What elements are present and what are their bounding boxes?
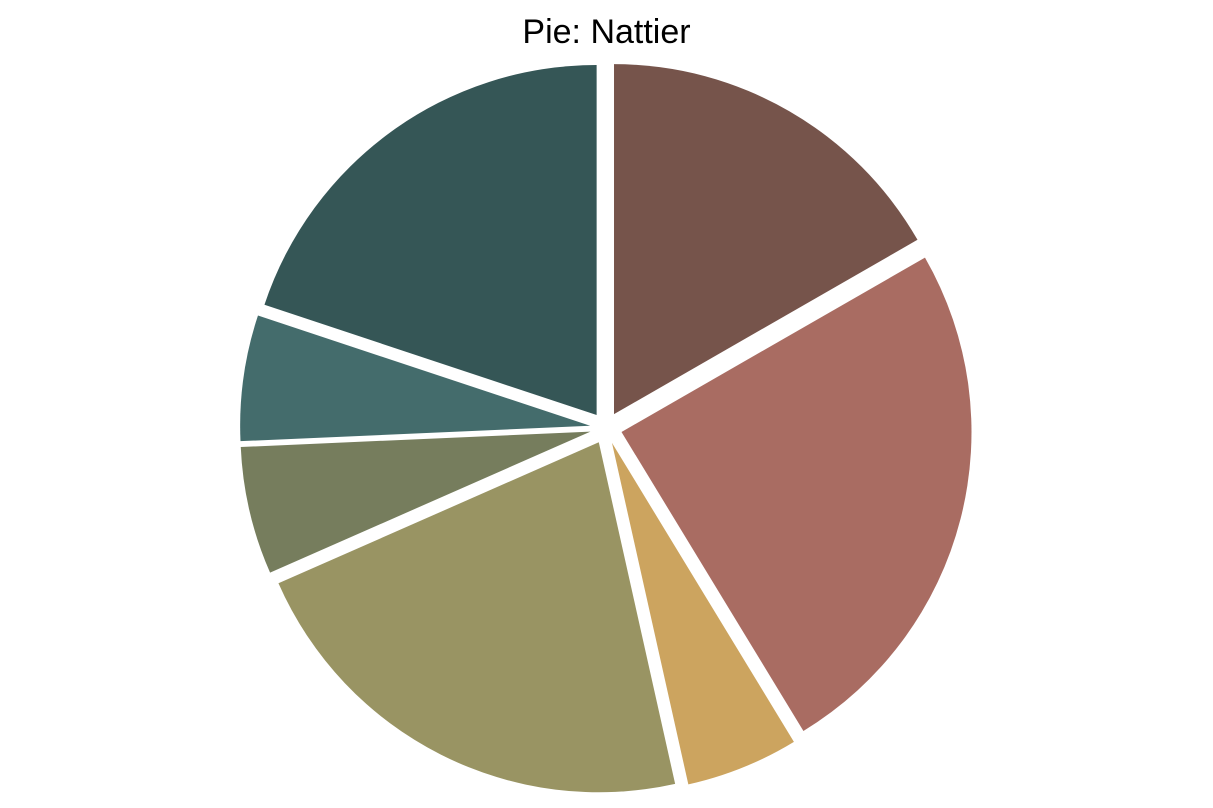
pie-slice-6 [240,315,591,442]
chart-title: Pie: Nattier [522,13,691,51]
pie-slice-7 [264,65,597,416]
pie-slice-1 [614,64,918,415]
pie-slice-2 [621,257,972,731]
pie-slice-3 [611,442,794,785]
pie-slice-4 [278,442,676,793]
pie-slice-5 [240,431,591,573]
pie-slices [240,64,972,793]
